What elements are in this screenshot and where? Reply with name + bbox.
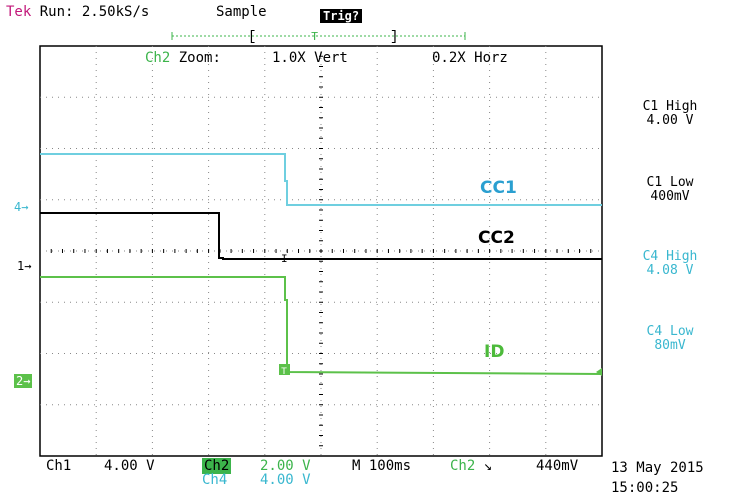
ch1-ground-marker[interactable]: 1→	[17, 259, 32, 273]
svg-text:T: T	[281, 367, 287, 378]
trigger-slope-icon: ↘	[483, 458, 493, 474]
c1-high-label: C1 High	[642, 99, 698, 114]
time-readout: 15:00:25	[611, 480, 679, 496]
cc1-trace	[40, 153, 602, 206]
ch2-scale-readout: Ch2	[202, 458, 232, 474]
run-status: Run: 2.50kS/s	[39, 4, 150, 20]
c4-low-value: 80mV	[654, 338, 686, 353]
id-label: ID	[484, 342, 505, 362]
trigger-level-marker	[596, 368, 602, 376]
svg-text:[: [	[248, 29, 256, 45]
c4-high-label: C4 High	[642, 249, 698, 264]
zoom-window-indicator: [ ] T	[171, 29, 466, 45]
ch4-ground-marker[interactable]: 4→	[14, 200, 29, 214]
graticule-center-ticks	[39, 45, 603, 457]
cc2-label: CC2	[478, 228, 515, 248]
trigger-readout: Ch2 ↘	[450, 458, 492, 474]
cc1-label: CC1	[480, 178, 517, 198]
ch4-scale: 4.00 V	[260, 472, 311, 488]
id-trace	[40, 276, 603, 375]
zoom-channel: Ch2	[145, 50, 171, 66]
timebase-readout: M 100ms	[352, 458, 412, 474]
measurement-c4-low: C4 Low 80mV	[630, 325, 710, 353]
zoom-readout: Ch2 Zoom:	[145, 50, 221, 66]
acquisition-mode: Sample	[216, 4, 267, 20]
ch2-label: Ch2	[202, 458, 232, 474]
zoom-label: Zoom:	[178, 50, 221, 66]
c4-high-value: 4.08 V	[646, 263, 694, 278]
id-trigger-marker	[279, 364, 290, 375]
trigger-channel: Ch2	[450, 458, 476, 474]
ch1-scale: 4.00 V	[104, 458, 155, 474]
ch2-scale: 2.00 V	[260, 458, 311, 474]
cc2-trace	[40, 212, 602, 260]
measurement-c4-high: C4 High 4.08 V	[630, 250, 710, 278]
ch2-ground-marker[interactable]: 2→	[14, 374, 33, 388]
ch1-scale-readout: Ch1	[46, 458, 71, 474]
trigger-status-badge: Trig?	[320, 5, 363, 24]
measurement-c1-high: C1 High 4.00 V	[630, 100, 710, 128]
c1-low-label: C1 Low	[646, 175, 694, 190]
ch4-label: Ch4	[202, 472, 228, 488]
svg-text:T: T	[311, 30, 318, 44]
brand-label: Tek	[6, 4, 32, 20]
ch1-label: Ch1	[46, 458, 72, 474]
date-readout: 13 May 2015	[611, 460, 704, 476]
c1-low-value: 400mV	[650, 189, 690, 204]
zoom-horz: 0.2X Horz	[432, 50, 508, 66]
trigger-level: 440mV	[536, 458, 579, 474]
measurement-c1-low: C1 Low 400mV	[630, 176, 710, 204]
c4-low-label: C4 Low	[646, 324, 694, 339]
svg-text:]: ]	[390, 29, 398, 45]
status-bar: Tek Run: 2.50kS/s	[6, 4, 149, 20]
zoom-vert: 1.0X Vert	[272, 50, 348, 66]
cc2-trigger-marker: I	[281, 254, 288, 266]
c1-high-value: 4.00 V	[646, 113, 694, 128]
trigger-status-label: Trig?	[320, 9, 363, 23]
